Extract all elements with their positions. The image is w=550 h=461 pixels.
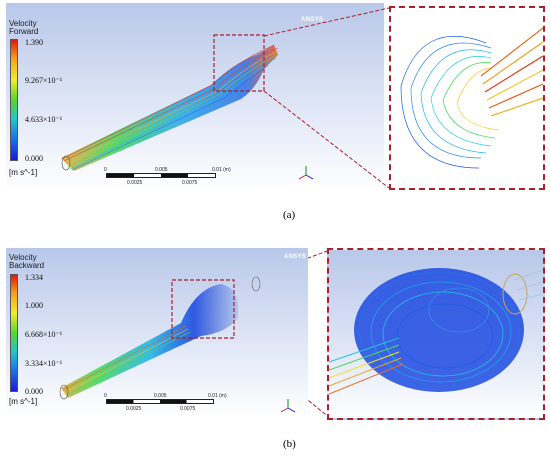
colorbar-label-2: 1.000: [25, 301, 43, 310]
colorbar-label-max: 1.390: [25, 38, 43, 47]
simulation-panel-a: Velocity Forward 1.390 9.267×10⁻¹ 4.633×…: [6, 3, 384, 191]
colorbar-label-mid-low: 4.633×10⁻¹: [25, 115, 63, 124]
scale-tick-00075: 0.0075: [180, 406, 196, 412]
colorbar-a: [10, 39, 18, 161]
ansys-watermark: ANSYS: [284, 254, 307, 260]
scale-tick-0: 0: [104, 167, 107, 173]
scale-tick-00075: 0.0075: [182, 180, 198, 186]
zoom-inset-b: [327, 248, 545, 420]
zoom-inset-a: [389, 6, 545, 190]
scale-tick-00025: 0.0025: [126, 406, 142, 412]
nozzle-flow-backward: [59, 276, 296, 413]
scale-tick-00025: 0.0025: [127, 180, 143, 186]
scale-bar: [106, 399, 214, 404]
colorbar-unit: [m s^-1]: [9, 168, 38, 177]
colorbar-label-min: 0.000: [25, 154, 43, 163]
legend-title-velocity: Velocity: [9, 253, 37, 262]
colorbar-label-4: 3.334×10⁻¹: [25, 359, 63, 368]
zoom-streamlines-backward: [329, 268, 543, 395]
legend-title-direction: Forward: [9, 27, 39, 36]
scale-tick-0005: 0.005: [154, 393, 167, 399]
colorbar-label-3: 6.668×10⁻¹: [25, 330, 63, 339]
colorbar-b: [10, 274, 18, 392]
zoom-streamlines-forward: [400, 27, 543, 169]
ansys-watermark: ANSYS: [301, 17, 324, 23]
legend-title-direction: Backward: [9, 261, 45, 270]
caption-a: (a): [283, 209, 296, 221]
scale-tick-001: 0.01 (m): [208, 393, 227, 399]
simulation-panel-b: Velocity Backward 1.334 1.000 6.668×10⁻¹…: [6, 248, 308, 418]
nozzle-flow-forward: [61, 34, 314, 180]
scale-tick-001: 0.01 (m): [212, 167, 231, 173]
colorbar-unit: [m s^-1]: [9, 397, 38, 406]
scale-bar: [106, 173, 216, 178]
legend-title-velocity: Velocity: [9, 19, 37, 28]
scale-tick-0: 0: [104, 393, 107, 399]
colorbar-label-mid-high: 9.267×10⁻¹: [25, 76, 63, 85]
colorbar-label-max: 1.334: [25, 273, 43, 282]
colorbar-label-min: 0.000: [25, 387, 43, 396]
scale-tick-0005: 0.005: [155, 167, 168, 173]
caption-b: (b): [283, 438, 296, 450]
